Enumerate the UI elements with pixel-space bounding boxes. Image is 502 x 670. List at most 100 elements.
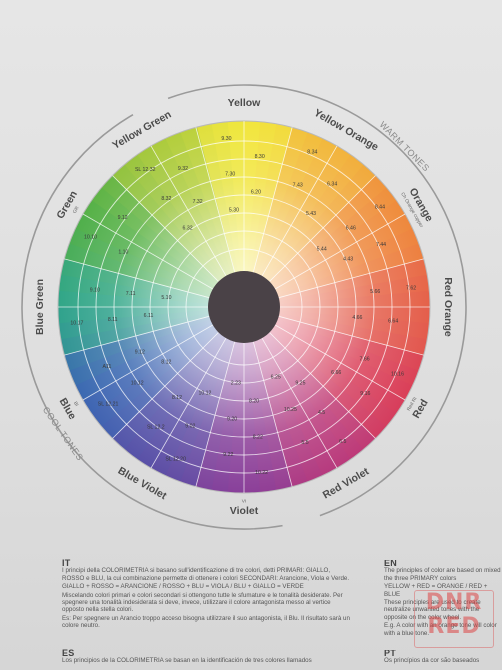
shade-code-label: A11 xyxy=(103,364,112,370)
segment-label-violet: Violet xyxy=(230,505,259,517)
shade-code-label: 9.22 xyxy=(223,452,233,458)
spanish-heading: ES xyxy=(62,648,75,658)
shade-code-label: 8.44 xyxy=(375,204,385,210)
wheel-spoke xyxy=(261,145,338,277)
wheel-spoke xyxy=(278,258,424,299)
segment-label-blue-green: Blue Green xyxy=(34,279,46,335)
segment-label-blue: Blue xyxy=(57,396,79,422)
shade-code-label: 7.43 xyxy=(293,182,303,188)
wheel-spoke xyxy=(261,337,338,469)
wheel-spoke xyxy=(195,127,236,273)
shade-code-label: 5.43 xyxy=(306,211,316,217)
shade-code-label: 10.22 xyxy=(255,470,268,476)
cool-tones-label: COOL TONES xyxy=(41,405,86,463)
wheel-spoke xyxy=(274,213,406,290)
shade-code-label: 10.12 xyxy=(198,391,211,397)
shade-code-label: 8.12 xyxy=(161,359,171,365)
wheel-spoke xyxy=(112,332,219,439)
shade-code-label: 5.10 xyxy=(161,295,171,301)
segment-sublabel: BI xyxy=(72,401,79,408)
english-paragraph-1: The principles of color are based on mix… xyxy=(384,567,501,582)
wheel-spokes xyxy=(58,121,430,493)
wheel-spoke xyxy=(274,324,406,401)
color-wheel: 9.30 8.30 7.30 6.20 5.30 8.34 6.34 7.43 5.43 8.44… xyxy=(21,84,467,530)
warm-tones-label: WARM TONES xyxy=(378,119,432,173)
shade-code-label: 9.12 xyxy=(135,349,145,355)
shade-code-label: 6.46 xyxy=(346,225,356,231)
english-paragraph-4: E.g. A color with an orange tone will co… xyxy=(384,622,497,637)
shade-code-label: 5.66 xyxy=(370,289,380,295)
shade-codes: 9.30 8.30 7.30 6.20 5.30 8.34 6.34 7.43 5.43 8.44… xyxy=(70,136,416,476)
shade-code-label: 8.34 xyxy=(307,150,317,156)
shade-code-label: 8.12 xyxy=(172,395,182,401)
wheel-center xyxy=(208,271,280,343)
wheel-spoke xyxy=(64,315,210,356)
shade-code-label: 6.11 xyxy=(144,313,154,319)
shade-code-label: 9.20 xyxy=(227,416,237,422)
shade-code-label: 9.25 xyxy=(295,381,305,387)
shade-code-label: 7.44 xyxy=(376,242,386,248)
wheel-spoke xyxy=(252,127,293,273)
shade-code-label: SL 12.21 xyxy=(98,402,119,408)
wheel-spoke xyxy=(278,315,424,356)
wheel-spoke xyxy=(269,175,376,282)
shade-code-label: 1.10 xyxy=(118,249,128,255)
portuguese-text: PT Os princípios da cor são baseados xyxy=(384,650,502,666)
shade-code-label: 10.12 xyxy=(131,381,144,387)
shade-code-label: 5.5 xyxy=(301,440,308,446)
shade-code-label: SL 12.32 xyxy=(135,167,156,173)
portuguese-heading: PT xyxy=(384,650,397,658)
shade-code-label: 8.22 xyxy=(253,434,263,440)
shade-code-label: 6.32 xyxy=(183,225,193,231)
outer-tone-ring xyxy=(21,84,467,530)
shade-code-label: 7.66 xyxy=(360,357,370,363)
italian-paragraph-1: I principi della COLORIMETRIA si basano … xyxy=(62,567,350,582)
shade-code-label: 6.20 xyxy=(251,190,261,196)
shade-code-label: 5.44 xyxy=(317,247,327,253)
segment-label-yellow: Yellow xyxy=(228,97,262,109)
shade-code-label: 8.32 xyxy=(161,196,171,202)
shade-code-label: 4.43 xyxy=(343,257,353,263)
wheel-spoke xyxy=(269,332,376,439)
italian-paragraph-3: Miscelando colori primari e colori secon… xyxy=(62,591,343,614)
shade-code-label: 6.66 xyxy=(331,370,341,376)
shade-code-label: SL 12.20 xyxy=(165,456,186,462)
english-paragraph-2: YELLOW + RED = ORANGE / RED + BLUE xyxy=(384,583,488,598)
english-paragraph-3: These principles are used to create neut… xyxy=(384,599,481,621)
portuguese-paragraph-1: Os princípios da cor são baseados xyxy=(384,657,480,665)
shade-code-label: 6.25 xyxy=(271,374,281,380)
english-text: EN The principles of color are based on … xyxy=(384,560,502,638)
italian-paragraph-4: Es: Per spegnere un Arancio troppo acces… xyxy=(62,614,350,630)
english-heading: EN xyxy=(384,560,398,568)
shade-code-label: 10.25 xyxy=(284,407,297,413)
segment-sublabel: VI xyxy=(242,498,247,504)
wheel-spoke xyxy=(195,341,236,487)
wheel-spoke xyxy=(150,337,227,469)
shade-code-label: 8.30 xyxy=(255,154,265,160)
shade-code-label: 7.62 xyxy=(406,285,416,291)
spanish-text: ES Los principios de la COLORIMETRIA se … xyxy=(62,648,352,666)
spanish-paragraph-1: Los principios de la COLORIMETRIA se bas… xyxy=(62,657,312,665)
shade-code-label: 9.10 xyxy=(90,287,100,293)
shade-code-label: 10.10 xyxy=(84,235,97,241)
wheel-spoke xyxy=(252,341,293,487)
shade-code-label: 5.30 xyxy=(229,208,239,214)
segment-label-red-orange: Red Orange xyxy=(442,277,454,337)
shade-code-label: 6.5 xyxy=(339,439,346,445)
wheel-spoke xyxy=(150,145,227,277)
shade-code-label: 9.02 xyxy=(185,424,195,430)
shade-code-label: 9.32 xyxy=(178,166,188,172)
shade-code-label: 4.66 xyxy=(352,315,362,321)
shade-code-label: 7.32 xyxy=(193,199,203,205)
wheel-spoke xyxy=(82,324,214,401)
shade-code-label: 10.17 xyxy=(70,321,83,327)
watermark-logo: DNR RED xyxy=(414,590,494,648)
shade-code-label: 8.20 xyxy=(249,398,259,404)
shade-code-label: 9.12 xyxy=(118,215,128,221)
shade-code-label: 7.11 xyxy=(126,291,136,297)
warm-tones-arc xyxy=(167,84,467,517)
italian-text: IT I principi della COLORIMETRIA si basa… xyxy=(62,558,352,631)
shade-code-label: 10.16 xyxy=(391,371,404,377)
shade-code-label: 7.30 xyxy=(225,172,235,178)
